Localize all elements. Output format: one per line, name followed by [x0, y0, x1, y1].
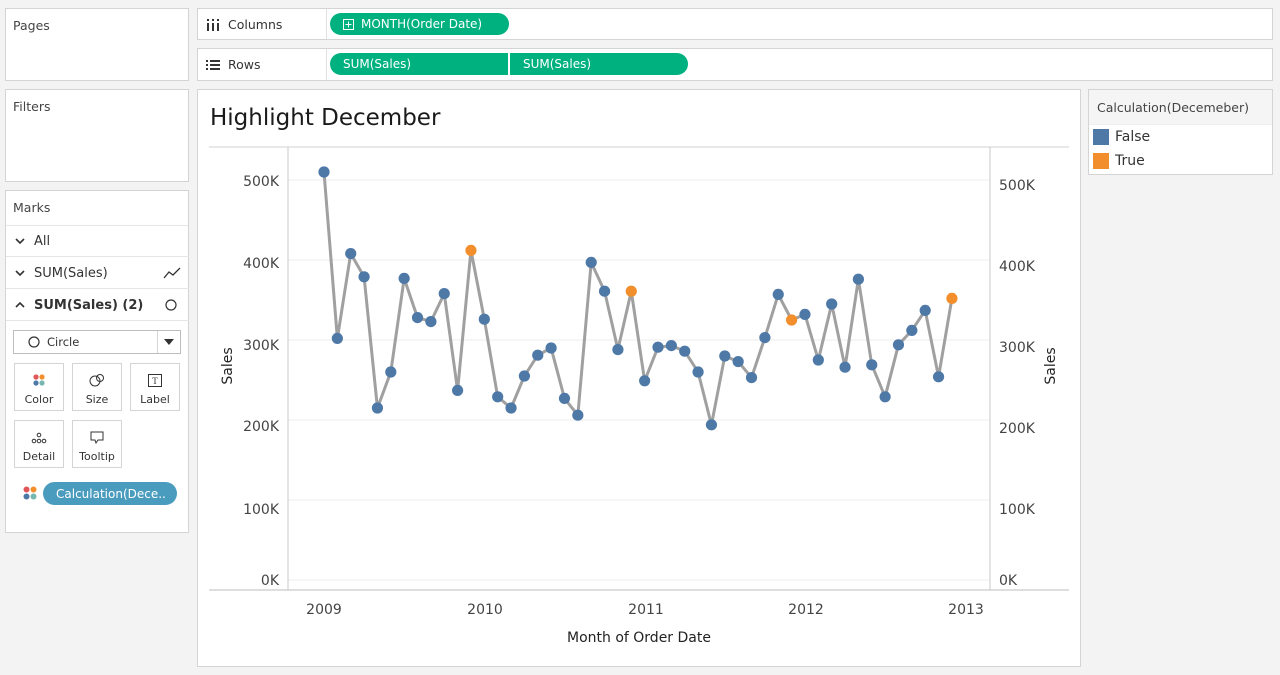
tooltip-bubble-icon: [90, 431, 104, 444]
dropdown-arrow[interactable]: [157, 331, 180, 353]
shelf-divider: [326, 9, 327, 39]
color-palette-icon: [33, 374, 45, 386]
color-card-button[interactable]: Color: [14, 363, 64, 411]
marks-row-label: All: [34, 233, 51, 249]
rows-icon: [206, 59, 220, 70]
rows-shelf: Rows SUM(Sales) SUM(Sales): [197, 48, 1273, 81]
chevron-down-icon[interactable]: [14, 235, 26, 247]
columns-shelf: Columns MONTH(Order Date): [197, 8, 1273, 40]
circle-icon: [28, 336, 40, 348]
detail-dots-icon: [31, 432, 47, 444]
label-card-label: Label: [140, 393, 170, 406]
columns-icon: [207, 18, 219, 31]
mark-type-dropdown[interactable]: Circle: [13, 330, 181, 354]
color-legend: Calculation(Decemeber) False True: [1088, 89, 1273, 175]
color-encoding-icon: [23, 486, 37, 500]
shelf-divider: [326, 49, 327, 80]
circle-mark-icon: [165, 299, 177, 311]
marks-card: Marks All SUM(Sales) SUM(Sales) (2) Circ…: [5, 190, 189, 533]
size-card-label: Size: [85, 393, 109, 406]
svg-text:T: T: [152, 376, 158, 386]
marks-title: Marks: [13, 200, 51, 215]
pill-label: SUM(Sales): [523, 57, 592, 71]
label-card-button[interactable]: T Label: [130, 363, 180, 411]
color-card-label: Color: [24, 393, 54, 406]
filters-title: Filters: [13, 99, 51, 114]
marks-row-all[interactable]: All: [6, 226, 189, 257]
legend-swatch-blue: [1093, 129, 1109, 145]
size-circles-icon: [89, 374, 104, 387]
sum-sales-pill-2[interactable]: SUM(Sales): [510, 53, 688, 75]
columns-label: Columns: [228, 17, 283, 32]
caret-down-icon: [164, 339, 174, 345]
line-mark-icon: [163, 267, 181, 279]
marks-row-sum-sales-2[interactable]: SUM(Sales) (2): [6, 290, 189, 321]
legend-item-label: False: [1115, 129, 1151, 145]
expand-plus-icon[interactable]: [343, 18, 354, 30]
legend-title: Calculation(Decemeber): [1097, 100, 1249, 115]
marks-row-label: SUM(Sales): [34, 265, 108, 281]
size-card-button[interactable]: Size: [72, 363, 122, 411]
text-label-icon: T: [148, 374, 162, 387]
legend-swatch-orange: [1093, 153, 1109, 169]
legend-header: [1089, 90, 1272, 125]
pages-shelf[interactable]: Pages: [5, 8, 189, 81]
legend-item-false[interactable]: False: [1093, 129, 1150, 145]
pill-label: MONTH(Order Date): [361, 17, 483, 31]
marks-divider: [6, 225, 188, 226]
pill-label: SUM(Sales): [343, 57, 412, 71]
marks-row-sum-sales[interactable]: SUM(Sales): [6, 258, 189, 289]
legend-item-label: True: [1115, 153, 1145, 169]
month-order-date-pill[interactable]: MONTH(Order Date): [330, 13, 509, 35]
view-title: Highlight December: [210, 105, 441, 131]
legend-item-true[interactable]: True: [1093, 153, 1145, 169]
tooltip-card-label: Tooltip: [79, 450, 115, 463]
top-tab-strip: [0, 0, 1280, 15]
chevron-up-icon[interactable]: [14, 299, 26, 311]
mark-type-value: Circle: [47, 335, 80, 349]
color-field-pill[interactable]: Calculation(Dece..: [43, 482, 177, 505]
pages-title: Pages: [13, 18, 50, 33]
sum-sales-pill-1[interactable]: SUM(Sales): [330, 53, 508, 75]
worksheet-view: Highlight December: [197, 89, 1081, 667]
detail-card-label: Detail: [22, 450, 56, 463]
columns-shelf-label: Columns: [206, 17, 282, 32]
rows-label: Rows: [228, 57, 261, 72]
filters-shelf[interactable]: Filters: [5, 89, 189, 182]
chevron-down-icon[interactable]: [14, 267, 26, 279]
marks-row-label: SUM(Sales) (2): [34, 297, 144, 313]
detail-card-button[interactable]: Detail: [14, 420, 64, 468]
tooltip-card-button[interactable]: Tooltip: [72, 420, 122, 468]
rows-shelf-label: Rows: [206, 57, 261, 72]
